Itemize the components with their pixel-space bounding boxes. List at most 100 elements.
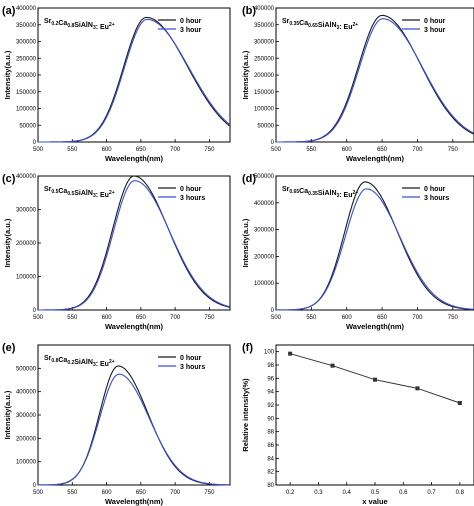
y-tick-label: 0	[33, 308, 37, 314]
x-tick-label: 750	[204, 315, 215, 321]
title-part: : Eu	[339, 24, 352, 31]
x-tick-label: 600	[342, 315, 353, 321]
title-part: 3	[337, 193, 340, 199]
title-part: : Eu	[96, 24, 109, 31]
y-tick-label: 350000	[16, 23, 37, 29]
x-axis-label: x value	[362, 497, 387, 506]
x-tick-label: 500	[271, 147, 282, 153]
title-part: 2+	[109, 359, 115, 365]
x-tick-label: 650	[377, 147, 388, 153]
y-tick-label: 500000	[16, 366, 37, 372]
title-part: Ca	[58, 188, 67, 195]
x-tick-label: 500	[271, 315, 282, 321]
y-tick-label: 200000	[254, 254, 275, 260]
title-part: Sr	[282, 18, 290, 25]
y-axis-label: Intensity(a.u.)	[241, 218, 250, 267]
legend-label: 3 hours	[180, 364, 205, 371]
y-tick-label: 98	[267, 363, 274, 369]
legend-label: 0 hour	[424, 186, 446, 193]
x-tick-label: 700	[170, 147, 181, 153]
y-tick-label: 80	[267, 483, 274, 489]
y-tick-label: 100000	[254, 281, 275, 287]
title-part: 0.5	[67, 191, 74, 197]
y-tick-label: 96	[267, 376, 274, 382]
y-tick-label: 400000	[16, 174, 37, 180]
title-part: 0.2	[67, 360, 74, 366]
title-part: 2+	[353, 190, 359, 196]
panel-e: (e) 500 550 600 650 700 750 0 100000 200000 300000…	[2, 342, 231, 506]
panel-title: Sr0.8Ca0.2SiAlN3: Eu2+	[44, 355, 115, 368]
x-tick-label: 0.6	[399, 490, 408, 496]
x-tick-label: 500	[33, 315, 44, 321]
panel-c: (c) 500 550 600 650 700 750 0 100000 200000 300000…	[2, 173, 231, 331]
x-axis-label: Wavelength(nm)	[105, 322, 164, 331]
data-point	[288, 351, 293, 356]
legend-label: 0 hour	[180, 355, 202, 362]
y-tick-label: 350000	[254, 23, 275, 29]
y-tick-label: 100000	[16, 275, 37, 281]
legend-label: 3 hours	[424, 195, 449, 202]
title-part: 3	[337, 25, 340, 31]
title-part: Sr	[44, 186, 52, 193]
title-part: 3	[93, 193, 96, 199]
x-tick-label: 600	[102, 315, 113, 321]
y-tick-label: 0	[33, 140, 37, 146]
title-part: 0.65	[289, 189, 299, 195]
title-part: 0.5	[51, 189, 58, 195]
panel-a: (a) 500 550 600 650 700 750 0 50000 100000 150000 2…	[2, 5, 231, 163]
panel-b: (b) 500 550 600 650 700 750 0 50000 100000 150000 2…	[241, 5, 474, 163]
data-point	[373, 377, 377, 382]
series-line-2	[38, 18, 230, 143]
x-tick-label: 750	[448, 147, 459, 153]
y-tick-label: 300000	[16, 208, 37, 214]
y-axis-label: Intensity(a.u.)	[3, 390, 12, 439]
data-point	[415, 386, 420, 391]
y-tick-label: 400000	[254, 6, 275, 12]
y-tick-label: 88	[267, 430, 274, 436]
x-tick-label: 550	[67, 147, 78, 153]
y-tick-label: 0	[271, 308, 275, 314]
x-tick-label: 550	[306, 315, 317, 321]
y-tick-label: 400000	[254, 201, 275, 207]
y-tick-label: 300000	[16, 40, 37, 46]
y-axis-label: Relative intensity(%)	[241, 378, 250, 452]
title-part: 3	[93, 362, 96, 368]
y-tick-label: 200000	[16, 241, 37, 247]
title-part: SiAlN	[74, 190, 93, 197]
title-part: 2+	[109, 190, 115, 196]
y-tick-label: 100000	[16, 107, 37, 113]
x-axis-label: Wavelength(nm)	[346, 154, 405, 163]
y-tick-label: 86	[267, 443, 274, 449]
y-tick-label: 400000	[16, 6, 37, 12]
y-tick-label: 0	[33, 483, 37, 489]
title-part: Sr	[44, 355, 52, 362]
panel-d: (d) 500 550 600 650 700 750 0 100000 200000 300000…	[241, 173, 474, 331]
panel-title: Sr0.35Ca0.65SiAlN3: Eu2+	[282, 18, 358, 31]
y-tick-label: 90	[267, 416, 274, 422]
title-part: 0.65	[308, 23, 318, 29]
series-line-2	[275, 188, 474, 311]
x-tick-label: 650	[136, 490, 147, 496]
y-tick-label: 250000	[16, 56, 37, 62]
title-part: Ca	[299, 20, 308, 27]
y-tick-label: 100	[264, 350, 275, 356]
y-tick-label: 100000	[16, 460, 37, 466]
panel-label: (f)	[242, 342, 253, 354]
y-tick-label: 400000	[16, 390, 37, 396]
y-tick-label: 200000	[16, 436, 37, 442]
title-part: SiAlN	[74, 359, 93, 366]
legend-label: 0 hour	[180, 18, 202, 25]
x-tick-label: 600	[342, 147, 353, 153]
title-part: 3	[93, 25, 96, 31]
y-axis-label: Intensity(a.u.)	[241, 50, 250, 99]
panel-label: (c)	[2, 173, 16, 185]
panel-title: Sr0.2Ca0.8SiAlN3: Eu2+	[44, 18, 115, 31]
y-tick-label: 100000	[254, 107, 275, 113]
x-tick-label: 700	[412, 315, 423, 321]
y-tick-label: 50000	[257, 123, 274, 129]
x-tick-label: 600	[102, 490, 113, 496]
y-tick-label: 250000	[254, 56, 275, 62]
panel-label: (d)	[242, 173, 256, 185]
y-tick-label: 84	[267, 456, 274, 462]
y-tick-label: 50000	[19, 123, 36, 129]
